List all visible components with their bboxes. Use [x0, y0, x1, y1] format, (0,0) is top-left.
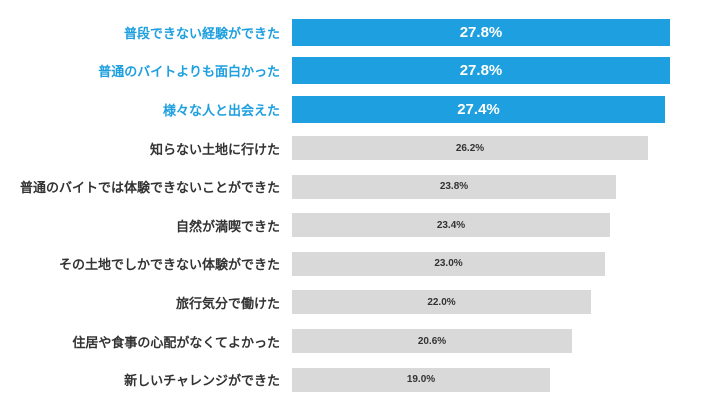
bar-category-label: 普段できない経験ができた	[123, 25, 280, 41]
bar: 20.6%	[292, 329, 572, 354]
bar: 27.4%	[292, 95, 665, 123]
bar-category-label: 新しいチャレンジができた	[124, 373, 280, 389]
bar: 27.8%	[292, 18, 670, 46]
bar: 27.8%	[292, 57, 670, 85]
bar-value-label: 23.0%	[434, 258, 463, 270]
bar-category-label: 普通のバイトよりも面白かった	[98, 64, 280, 80]
bar-category-label: 自然が満喫できた	[175, 218, 280, 234]
bar-category-label: 知らない土地に行けた	[149, 141, 280, 157]
bar-value-label: 19.0%	[406, 374, 436, 386]
bar-category-label: その土地でしかできない体験ができた	[58, 257, 280, 273]
bar-category-label: 様々な人と出会えた	[162, 102, 280, 118]
bar-value-label: 23.8%	[439, 181, 469, 193]
bar-value-label: 23.4%	[436, 219, 466, 231]
bar-value-label: 20.6%	[417, 335, 447, 347]
bar-row: 知らない土地に行けた 26.2%	[0, 129, 720, 168]
bar: 26.2%	[292, 136, 648, 161]
bar-category-label: 住居や食事の心配がなくてよかった	[72, 334, 280, 350]
bar-row: 旅行気分で働けた 22.0%	[0, 283, 720, 322]
bar-row: 様々な人と出会えた 27.4%	[0, 90, 720, 129]
bar-row: 普段できない経験ができた 27.8%	[0, 13, 720, 52]
bar-row: 自然が満喫できた 23.4%	[0, 206, 720, 245]
bar-value-label: 27.4%	[457, 100, 500, 118]
bar-value-label: 26.2%	[455, 142, 485, 154]
bar-value-label: 22.0%	[427, 296, 456, 308]
bar-row: その土地でしかできない体験ができた 23.0%	[0, 245, 720, 284]
bar-row: 普通のバイトよりも面白かった 27.8%	[0, 52, 720, 91]
bar: 23.0%	[292, 251, 605, 276]
bar: 22.0%	[292, 290, 591, 315]
bar-category-label: 普通のバイトでは体験できないことができた	[19, 180, 280, 196]
bar-row: 新しいチャレンジができた 19.0%	[0, 360, 720, 399]
bar-value-label: 27.8%	[459, 62, 503, 80]
bar-row: 住居や食事の心配がなくてよかった 20.6%	[0, 322, 720, 361]
bar-row: 普通のバイトでは体験できないことができた 23.8%	[0, 167, 720, 206]
bar: 23.8%	[292, 174, 616, 199]
bar-value-label: 27.8%	[459, 23, 503, 41]
bar: 23.4%	[292, 213, 610, 238]
bar-category-label: 旅行気分で働けた	[175, 295, 280, 311]
bar: 19.0%	[292, 367, 550, 392]
